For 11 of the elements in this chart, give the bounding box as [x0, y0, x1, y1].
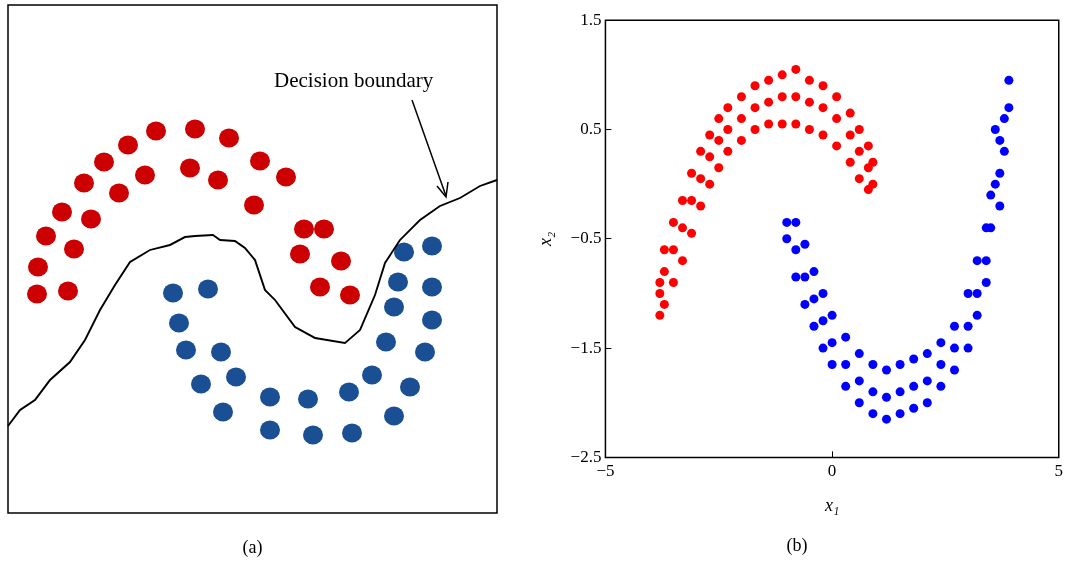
y-tick-label: 0.5 — [580, 118, 602, 138]
text: (a) — [241, 537, 264, 558]
text: (b) — [786, 534, 808, 556]
x-tick-label: 5 — [1054, 461, 1063, 481]
x-tick-label: 0 — [827, 461, 837, 481]
y-tick-label: 1.5 — [580, 9, 602, 29]
text: Decision boundary — [274, 68, 434, 93]
y-tick-label: −0.5 — [570, 228, 602, 248]
x-axis-title: x₁ — [823, 495, 840, 516]
y-axis-title: x₂ — [534, 231, 555, 247]
y-tick-label: −1.5 — [570, 337, 602, 357]
